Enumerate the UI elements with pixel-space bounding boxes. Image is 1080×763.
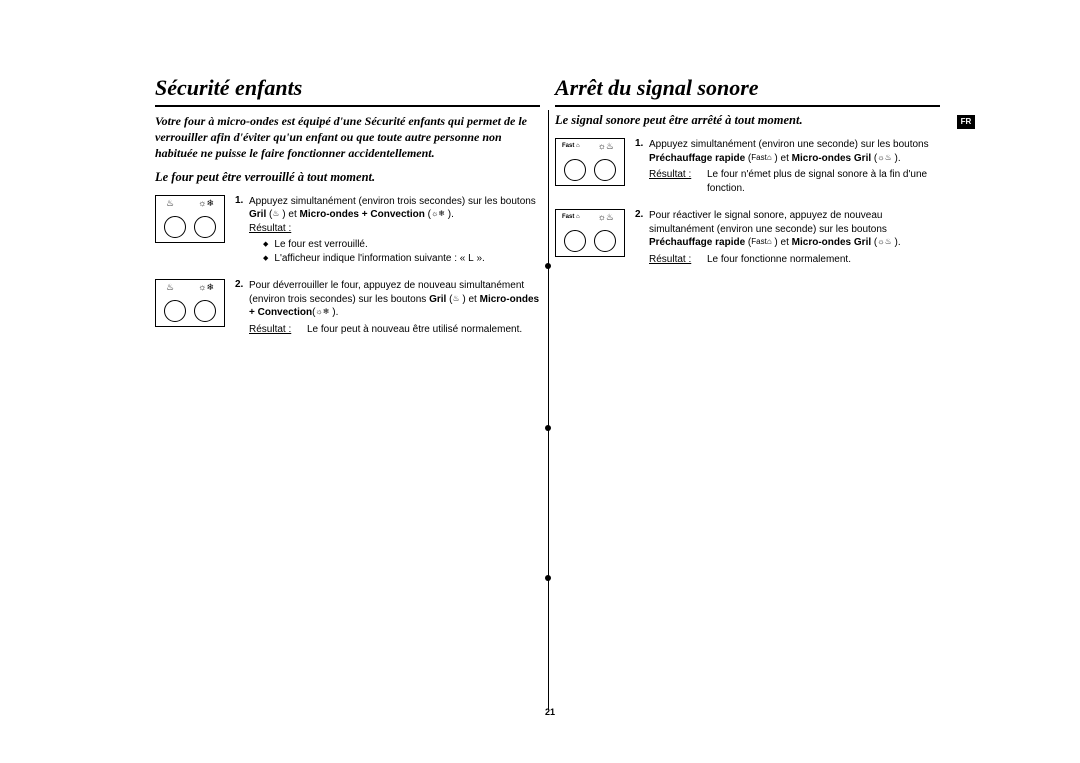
knob-icon [194, 216, 216, 238]
intro-text-left: Votre four à micro-ondes est équipé d'un… [155, 113, 540, 162]
column-divider [548, 110, 549, 710]
result-label: Résultat : [649, 253, 699, 267]
combi-icon: ☼❄ [198, 283, 214, 292]
result-label: Résultat : [649, 168, 699, 195]
language-badge: FR [957, 115, 975, 129]
result-label: Résultat : [249, 323, 299, 337]
step-2-left: ♨ ☼❄ 2. Pour déverrouiller le four, appu… [155, 279, 540, 336]
control-panel-icon: ♨ ☼❄ [155, 279, 225, 327]
step-text: Appuyez simultanément (environ trois sec… [249, 195, 540, 266]
combi-icon: ☼♨ [598, 213, 614, 222]
page-number: 21 [545, 707, 555, 717]
step-number: 1. [235, 195, 249, 266]
knob-icon [164, 300, 186, 322]
knob-icon [564, 230, 586, 252]
grill-icon: ♨ [166, 199, 174, 208]
fast-label: Fast ⌂ [562, 214, 580, 220]
knob-icon [194, 300, 216, 322]
column-right: Arrêt du signal sonore Le signal sonore … [555, 75, 940, 280]
step-number: 2. [235, 279, 249, 336]
control-panel-icon: Fast ⌂ ☼♨ [555, 138, 625, 186]
grill-icon: ♨ [166, 283, 174, 292]
micro-grill-inline-icon: ☼♨ [877, 152, 892, 161]
step-number: 1. [635, 138, 649, 195]
divider-dot-icon [545, 263, 551, 269]
combi-inline-icon: ☼❄ [315, 307, 329, 316]
micro-grill-inline-icon: ☼♨ [877, 237, 892, 246]
step-text: Pour réactiver le signal sonore, appuyez… [649, 209, 940, 266]
knob-icon [594, 230, 616, 252]
fast-preheat-inline-icon: Fast⌂ [751, 237, 771, 246]
combi-inline-icon: ☼❄ [431, 209, 445, 218]
step-1-right: Fast ⌂ ☼♨ 1. Appuyez simultanément (envi… [555, 138, 940, 195]
section-title-left: Sécurité enfants [155, 75, 540, 107]
step-text: Pour déverrouiller le four, appuyez de n… [249, 279, 540, 336]
section-title-right: Arrêt du signal sonore [555, 75, 940, 107]
result-bullets: Le four est verrouillé. L'afficheur indi… [249, 238, 540, 265]
result-text: Le four n'émet plus de signal sonore à l… [707, 168, 940, 195]
result-label: Résultat : [249, 222, 299, 236]
step-2-right: Fast ⌂ ☼♨ 2. Pour réactiver le signal so… [555, 209, 940, 266]
step-text: Appuyez simultanément (environ une secon… [649, 138, 940, 195]
divider-dot-icon [545, 425, 551, 431]
fast-preheat-inline-icon: Fast⌂ [751, 152, 771, 161]
subhead-right: Le signal sonore peut être arrêté à tout… [555, 113, 940, 128]
step-1-left: ♨ ☼❄ 1. Appuyez simultanément (environ t… [155, 195, 540, 266]
knob-icon [594, 159, 616, 181]
fast-label: Fast ⌂ [562, 143, 580, 149]
divider-dot-icon [545, 575, 551, 581]
result-text: Le four fonctionne normalement. [707, 253, 940, 267]
knob-icon [164, 216, 186, 238]
result-text: Le four peut à nouveau être utilisé norm… [307, 323, 540, 337]
combi-icon: ☼❄ [198, 199, 214, 208]
subhead-left: Le four peut être verrouillé à tout mome… [155, 170, 540, 185]
control-panel-icon: Fast ⌂ ☼♨ [555, 209, 625, 257]
combi-icon: ☼♨ [598, 142, 614, 151]
grill-inline-icon: ♨ [452, 294, 459, 303]
manual-page: FR Sécurité enfants Votre four à micro-o… [155, 75, 945, 725]
control-panel-icon: ♨ ☼❄ [155, 195, 225, 243]
grill-inline-icon: ♨ [272, 209, 279, 218]
column-left: Sécurité enfants Votre four à micro-onde… [155, 75, 540, 350]
step-number: 2. [635, 209, 649, 266]
knob-icon [564, 159, 586, 181]
